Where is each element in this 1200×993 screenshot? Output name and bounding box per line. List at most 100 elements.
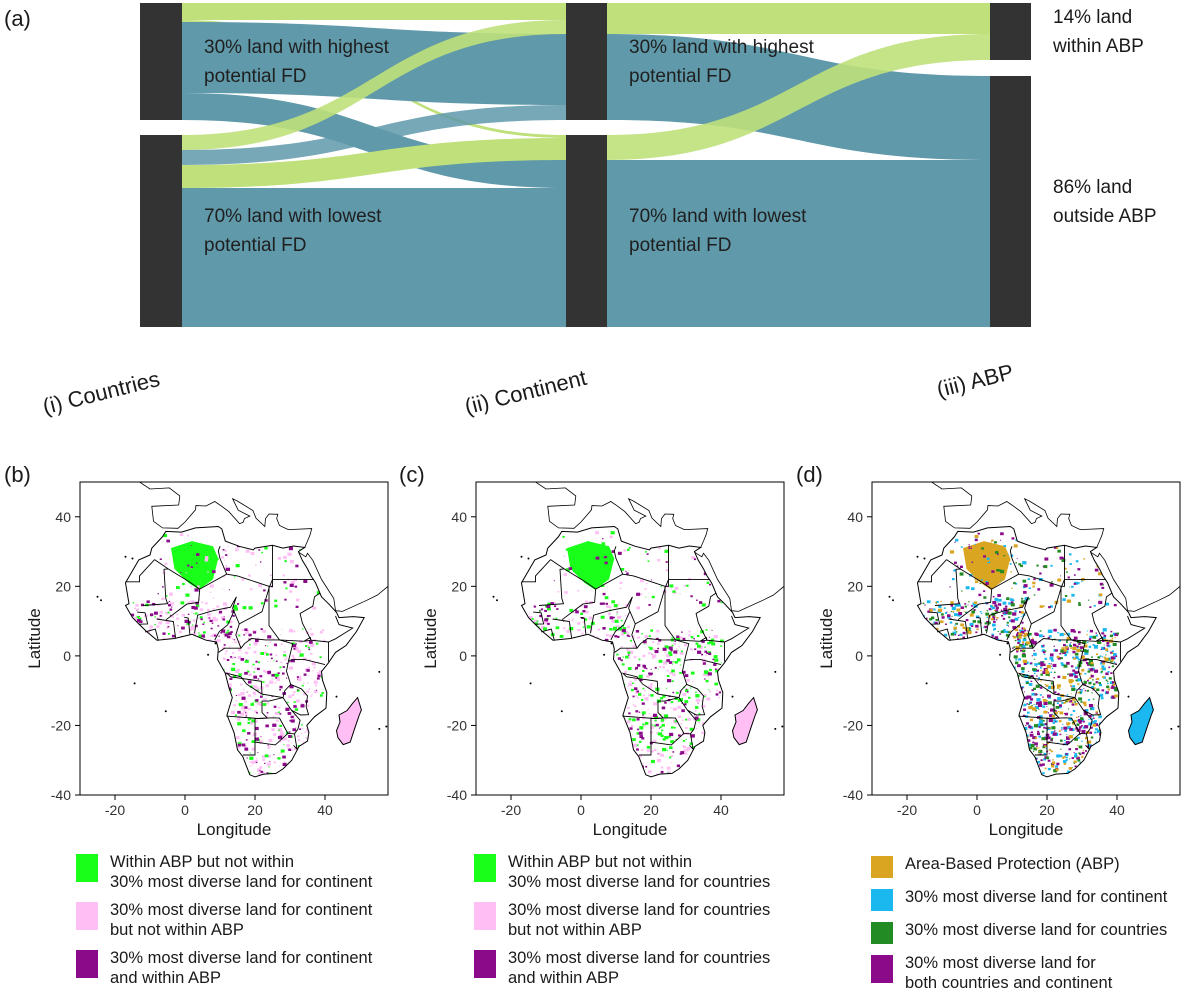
map-patch xyxy=(597,628,601,631)
map-patch xyxy=(1037,730,1040,733)
map-patch xyxy=(1079,688,1082,691)
map-patch xyxy=(576,629,579,631)
map-patch xyxy=(243,704,245,706)
map-patch xyxy=(1082,640,1087,644)
map-patch xyxy=(1048,663,1051,665)
map-patch xyxy=(1015,562,1017,564)
map-patch xyxy=(1073,762,1076,764)
map-panel-c: -20 0 20 40 40 20 0 -20 -40 Longitude Latitude xyxy=(396,470,796,840)
map-patch xyxy=(286,677,288,679)
map-patch xyxy=(1057,632,1059,634)
map-patch xyxy=(671,650,673,652)
map-patch xyxy=(270,574,272,576)
legend-d-swatch-1 xyxy=(871,856,893,878)
country-border xyxy=(165,589,201,621)
map-patch xyxy=(1061,729,1063,731)
map-patch xyxy=(253,671,255,673)
map-patch xyxy=(1047,701,1052,705)
map-patch xyxy=(319,630,323,634)
map-patch xyxy=(1070,642,1072,644)
map-patch xyxy=(1018,629,1020,631)
map-patch xyxy=(244,671,248,675)
map-patch xyxy=(681,719,684,721)
map-patch xyxy=(642,723,645,726)
map-patch xyxy=(310,652,313,655)
map-patch xyxy=(981,622,982,624)
map-patch xyxy=(1015,658,1018,661)
island xyxy=(916,555,919,558)
map-patch xyxy=(302,657,307,661)
map-patch xyxy=(696,727,698,729)
map-patch xyxy=(260,602,264,605)
map-patch xyxy=(957,634,960,636)
map-patch xyxy=(1023,637,1026,640)
map-patch xyxy=(1078,716,1080,718)
map-patch xyxy=(1026,722,1029,725)
map-patch xyxy=(305,737,308,739)
label-abp-within: 14% land within ABP xyxy=(1053,3,1144,61)
map-patch xyxy=(960,623,964,627)
map-patch xyxy=(1076,728,1081,732)
map-patch xyxy=(257,702,259,704)
map-patch xyxy=(1040,680,1042,682)
map-patch xyxy=(214,634,217,637)
map-patch xyxy=(1089,606,1092,608)
map-patch xyxy=(636,690,639,693)
map-patch xyxy=(1026,703,1028,705)
map-patch xyxy=(951,615,953,617)
map-patch xyxy=(553,601,556,604)
map-patch xyxy=(646,675,650,678)
map-patch xyxy=(132,602,135,604)
label-continent-top-line1: 30% land with highest xyxy=(629,37,814,58)
map-patch xyxy=(322,629,325,631)
map-patch xyxy=(1088,718,1090,720)
map-patch xyxy=(712,658,715,661)
map-patch xyxy=(657,668,659,670)
map-patch xyxy=(1089,708,1092,710)
map-patch xyxy=(1114,637,1116,639)
map-patch xyxy=(1031,745,1033,747)
map-patch xyxy=(676,635,680,638)
map-patch xyxy=(635,691,639,694)
map-patch xyxy=(638,693,642,696)
map-patch xyxy=(1081,669,1085,672)
map-patch xyxy=(564,591,568,594)
country-border xyxy=(303,615,354,643)
map-patch xyxy=(179,533,184,537)
map-patch xyxy=(1070,693,1072,695)
map-patch xyxy=(993,620,996,623)
map-patch xyxy=(1039,694,1042,696)
map-patch xyxy=(1042,605,1045,608)
map-patch xyxy=(1113,604,1117,607)
map-patch xyxy=(253,685,257,688)
map-patch xyxy=(180,572,182,574)
map-patch xyxy=(1042,663,1046,666)
island xyxy=(335,695,338,698)
map-patch xyxy=(708,652,712,656)
map-patch xyxy=(996,619,998,621)
map-patch xyxy=(1095,681,1099,684)
island xyxy=(214,642,217,645)
map-patch xyxy=(950,601,954,604)
map-patch xyxy=(1072,723,1075,725)
country-border xyxy=(614,647,637,653)
island xyxy=(888,595,891,598)
map-patch xyxy=(1087,641,1089,644)
map-patch xyxy=(657,733,659,735)
island xyxy=(164,710,167,713)
y-tick-label: 20 xyxy=(847,578,863,594)
map-patch xyxy=(210,619,213,622)
map-patch xyxy=(253,675,258,679)
map-patch xyxy=(1048,629,1053,633)
map-patch xyxy=(995,606,999,610)
map-patch xyxy=(673,650,678,654)
map-patch xyxy=(1050,737,1054,740)
map-patch xyxy=(1037,724,1042,728)
map-patch xyxy=(702,704,706,708)
map-patch xyxy=(1098,715,1102,719)
map-patch xyxy=(1026,641,1030,645)
map-patch xyxy=(255,761,258,764)
map-patch xyxy=(1083,649,1087,652)
map-patch xyxy=(640,579,644,583)
